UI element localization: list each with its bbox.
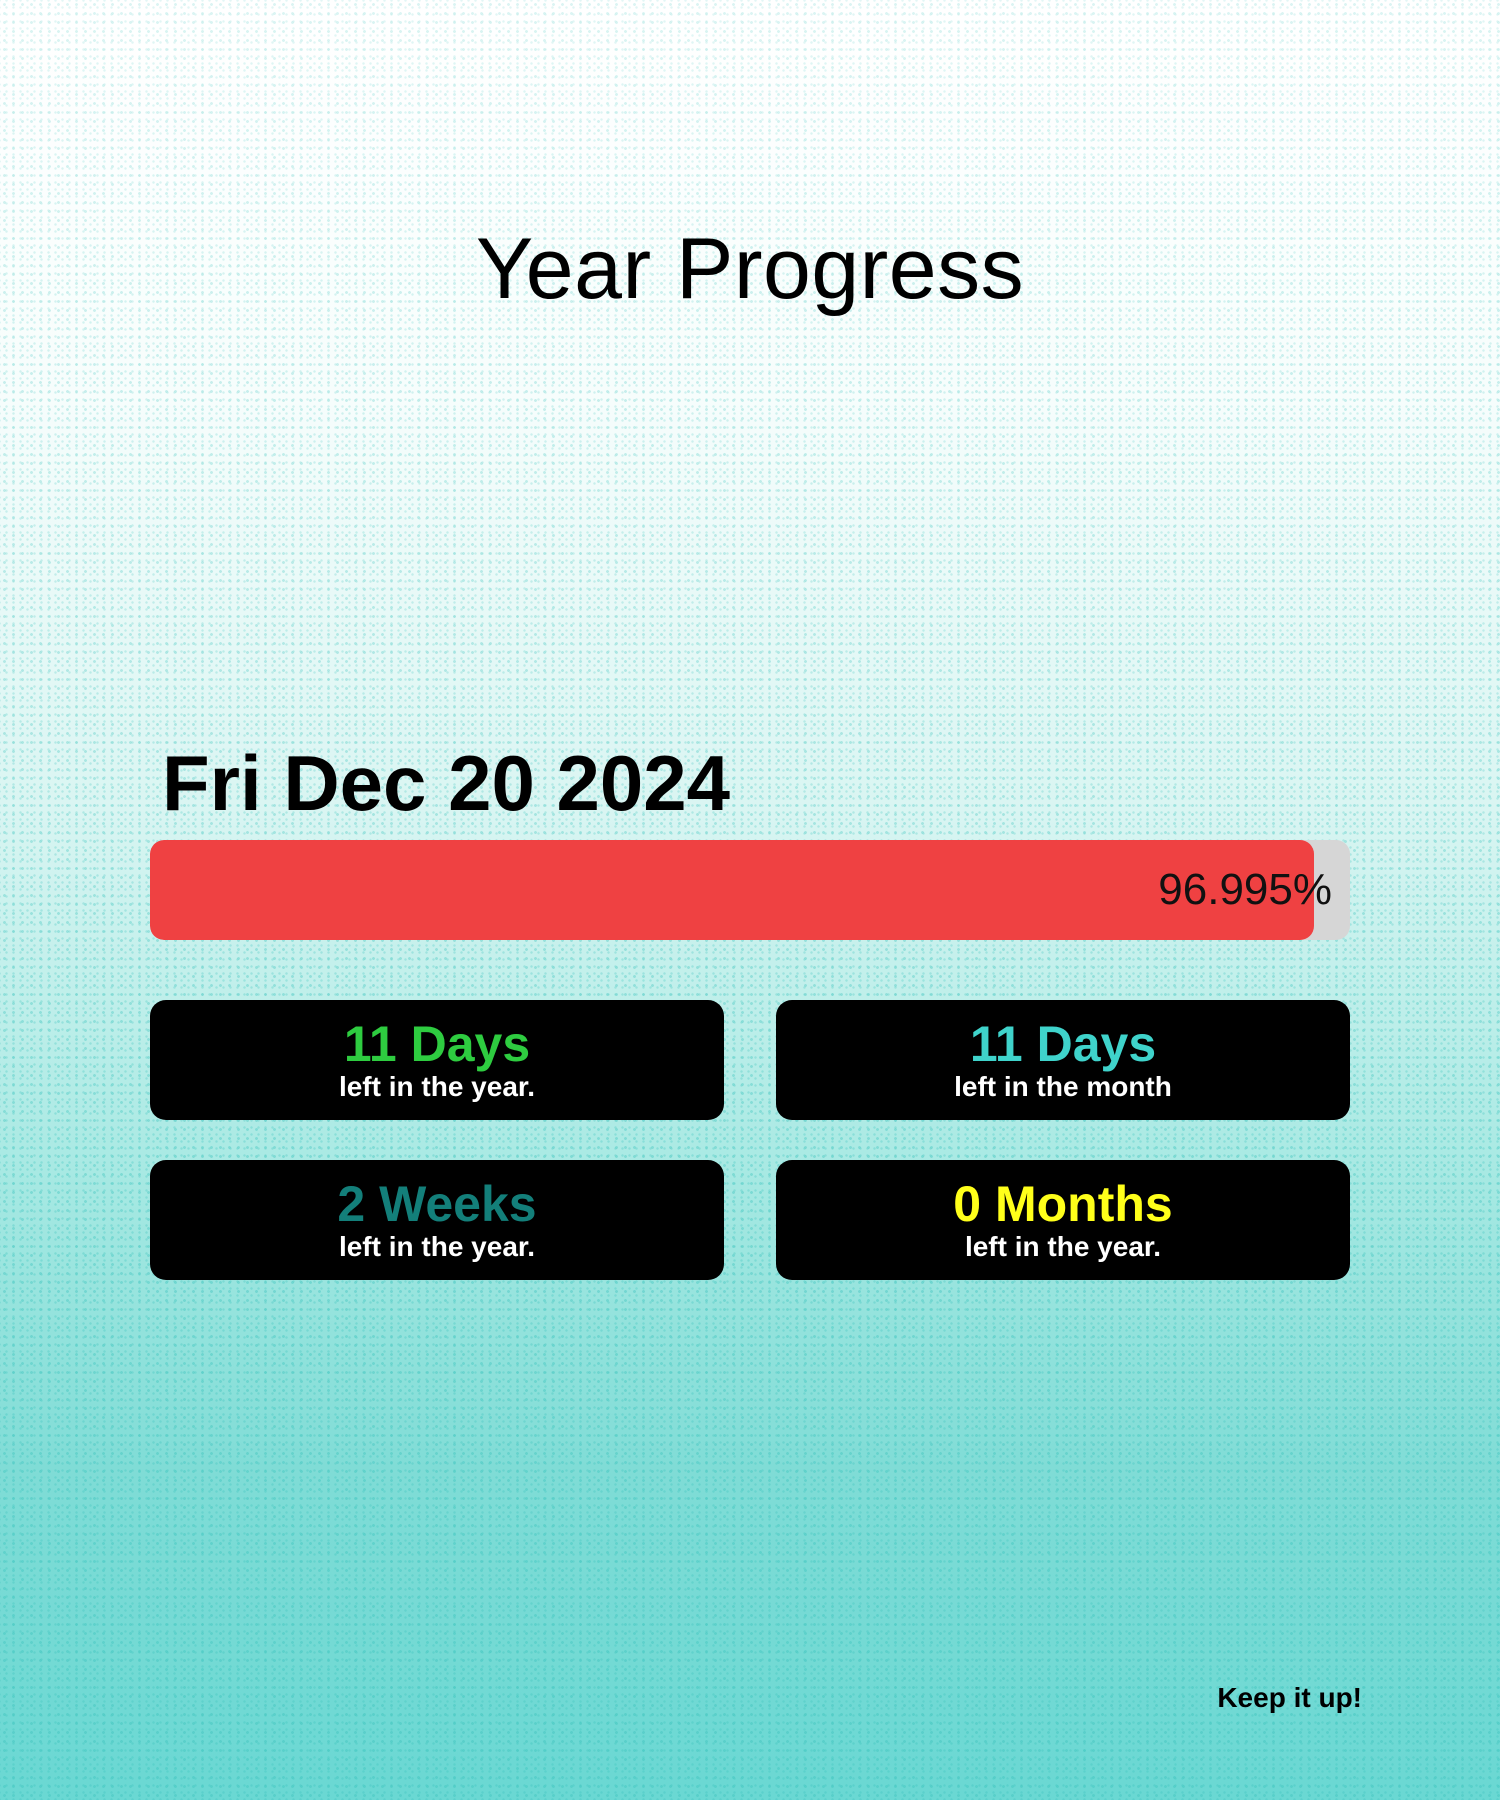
weeks-left-year-card: 2 Weeks left in the year.	[150, 1160, 724, 1280]
days-left-year-value: 11 Days	[343, 1016, 531, 1072]
year-progress-percent: 96.995%	[1158, 865, 1332, 914]
year-progress-fill	[150, 840, 1314, 940]
weeks-left-year-caption: left in the year.	[338, 1231, 536, 1262]
footer-message: Keep it up!	[1217, 1682, 1362, 1713]
months-left-year-card: 0 Months left in the year.	[776, 1160, 1350, 1280]
days-left-month-caption: left in the month	[954, 1071, 1172, 1102]
days-left-year-caption: left in the year.	[338, 1071, 536, 1102]
days-left-month-card: 11 Days left in the month	[776, 1000, 1350, 1120]
year-progress-bar: 96.995%	[150, 840, 1350, 940]
months-left-year-caption: left in the year.	[964, 1231, 1162, 1262]
days-left-month-value: 11 Days	[969, 1016, 1157, 1072]
months-left-year-value: 0 Months	[953, 1176, 1173, 1232]
page-title: Year Progress	[475, 221, 1025, 317]
weeks-left-year-value: 2 Weeks	[337, 1176, 537, 1232]
current-date: Fri Dec 20 2024	[162, 739, 731, 827]
days-left-year-card: 11 Days left in the year.	[150, 1000, 724, 1120]
